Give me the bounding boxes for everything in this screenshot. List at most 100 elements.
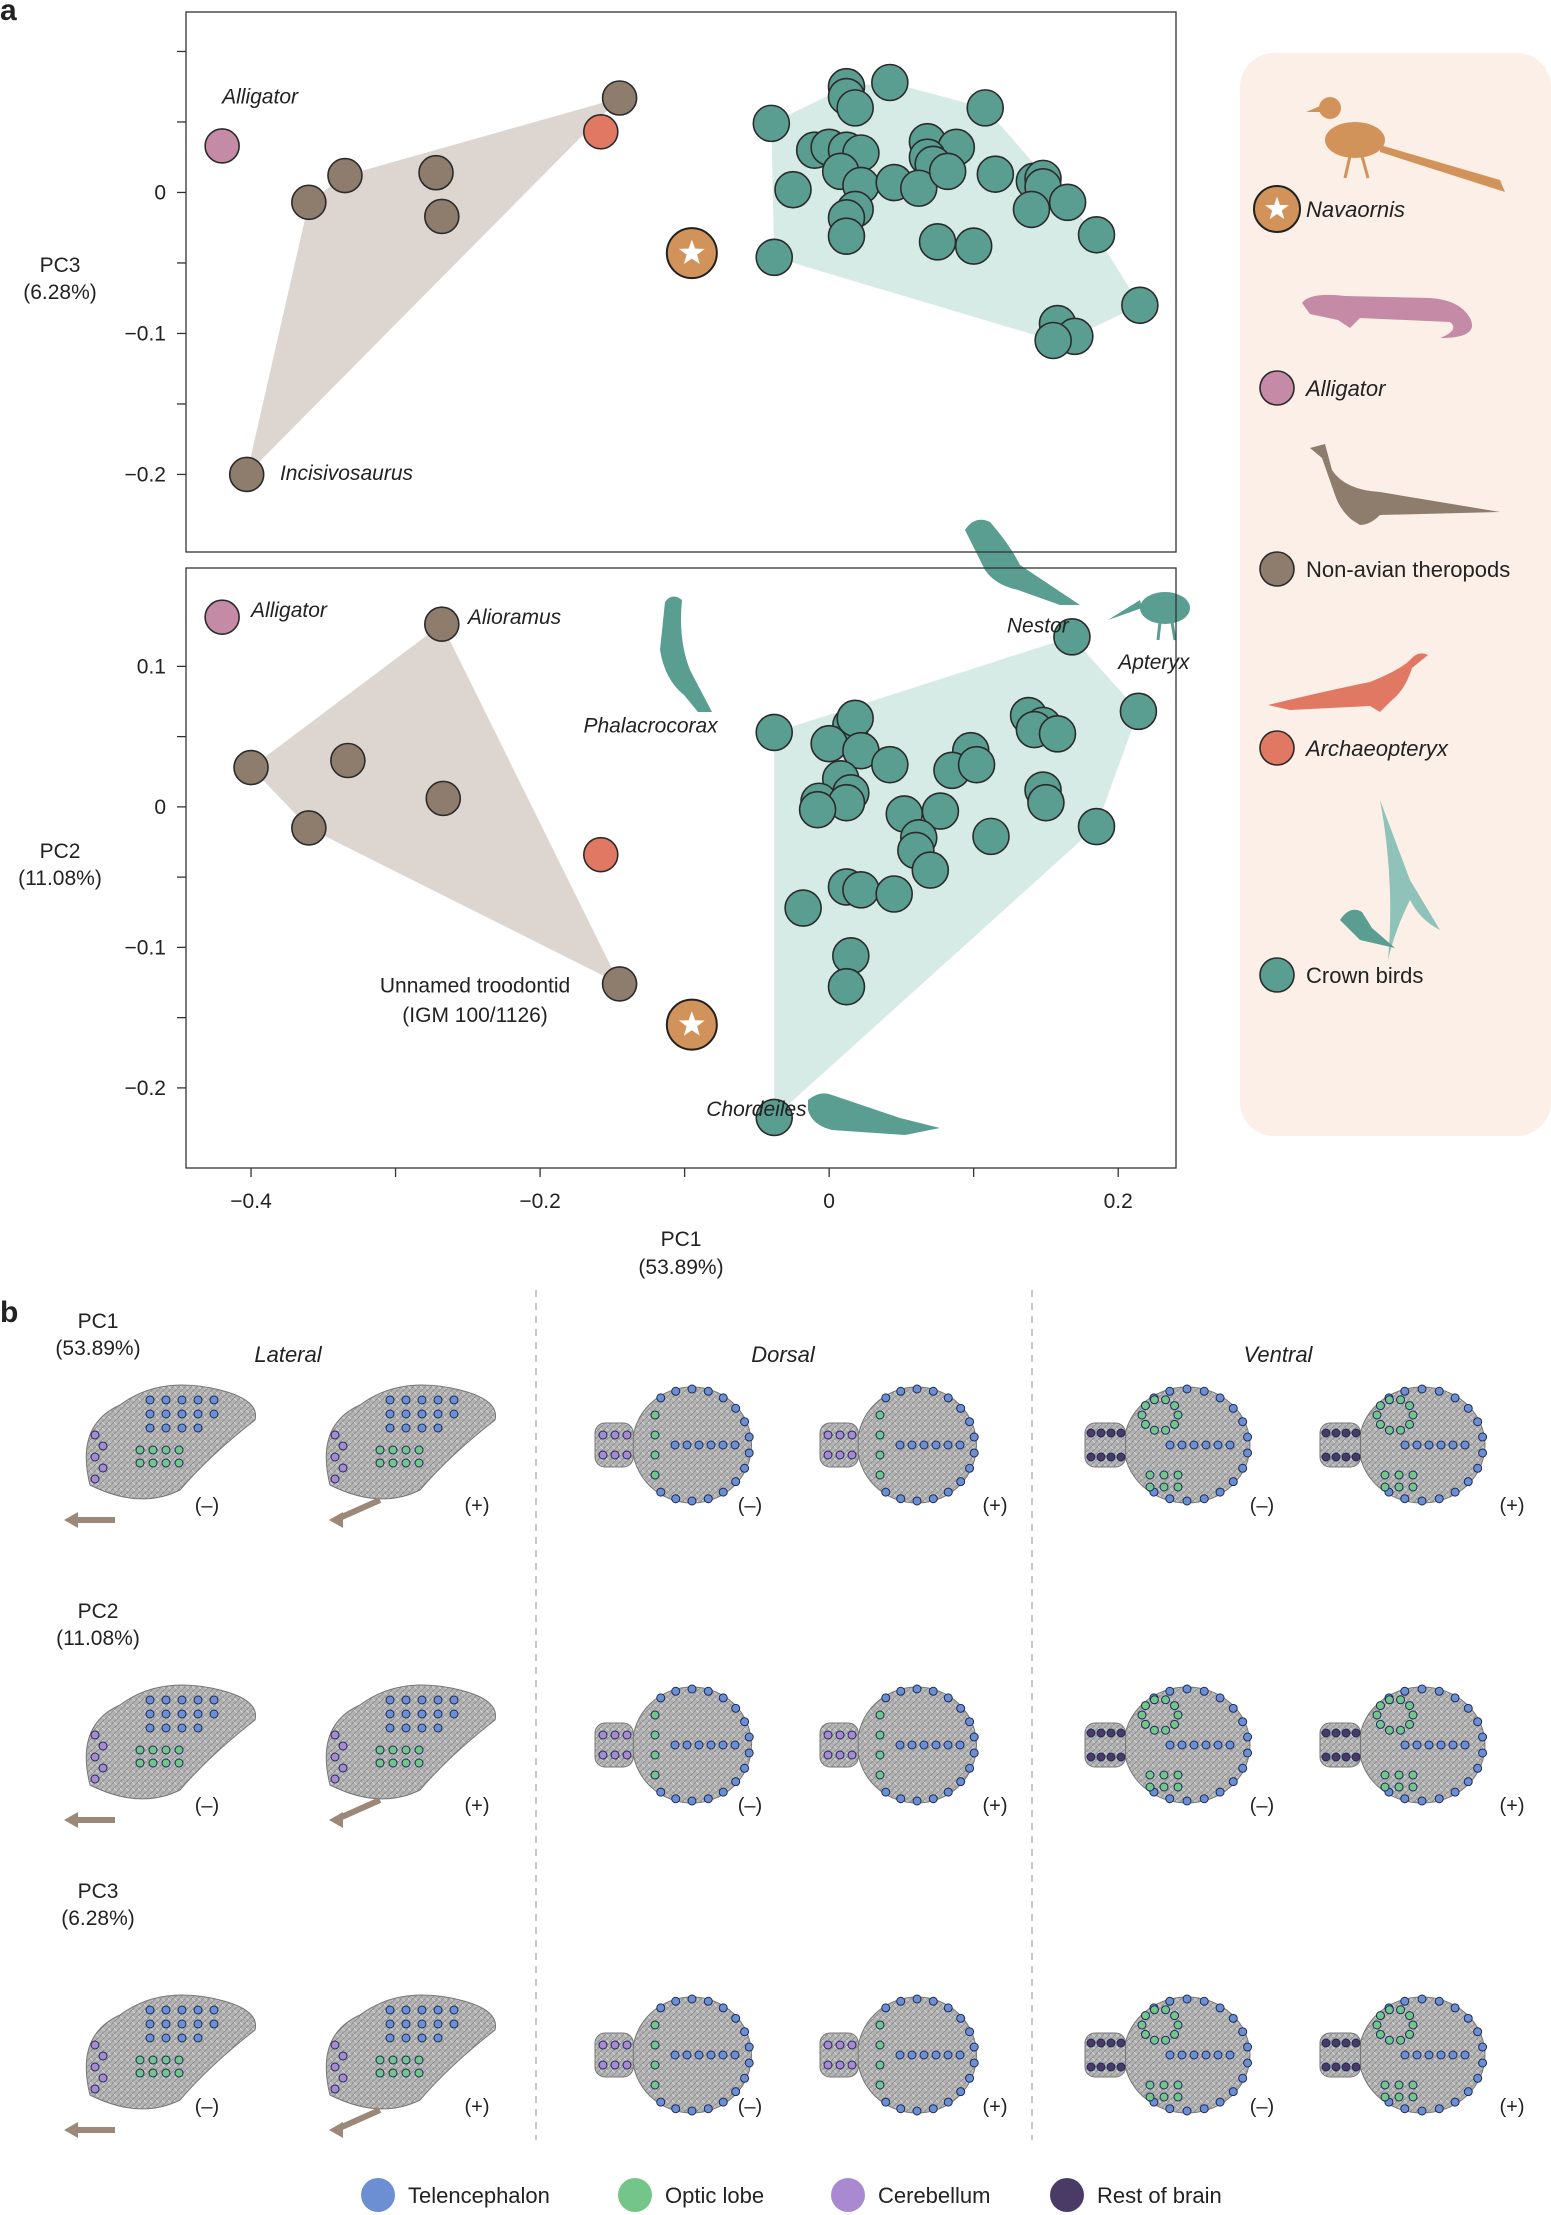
bird-point <box>1077 807 1116 846</box>
landmark-dot <box>718 1787 728 1797</box>
landmark-dot <box>875 1710 885 1720</box>
pc-sign-label: (+) <box>1500 1495 1525 1517</box>
landmark-dot <box>730 1740 740 1750</box>
landmark-dot <box>1243 1732 1253 1742</box>
landmark-dot <box>1243 1748 1253 1758</box>
landmark-dot <box>1140 2029 1150 2039</box>
landmark-dot <box>1096 2062 1106 2072</box>
bird-point <box>921 792 960 830</box>
plot-frame <box>185 11 1177 553</box>
landmark-dot <box>209 2005 219 2015</box>
landmark-dot <box>1448 1740 1458 1750</box>
region-legend-swatch <box>831 2178 865 2212</box>
landmark-dot <box>969 1432 979 1442</box>
landmark-dot <box>375 1745 385 1755</box>
landmark-dot <box>1463 1403 1473 1413</box>
landmark-dot <box>1199 1386 1209 1396</box>
landmark-dot <box>401 1695 411 1705</box>
landmark-dot <box>1463 2013 1473 2023</box>
landmark-dot <box>875 1450 885 1460</box>
landmark-dot <box>161 2055 171 2065</box>
landmark-dot <box>1417 1684 1427 1694</box>
x-tick-label: 0.2 <box>1104 1190 1133 1213</box>
landmark-dot <box>330 2084 340 2094</box>
landmark-dot <box>703 1794 713 1804</box>
legend-archaeopteryx-marker <box>1259 730 1295 766</box>
landmark-dot <box>1173 2020 1183 2030</box>
pc-row-percent: (11.08%) <box>56 1627 140 1650</box>
landmark-dot <box>1351 1452 1361 1462</box>
landmark-dot <box>740 1717 750 1727</box>
x-tick-label: 0 <box>823 1190 835 1213</box>
landmark-dot <box>896 2104 906 2114</box>
landmark-dot <box>1170 1701 1180 1711</box>
landmark-dot <box>401 2033 411 2043</box>
landmark-dot <box>1159 2092 1169 2102</box>
landmark-dot <box>449 1409 459 1419</box>
landmark-dot <box>847 1430 857 1440</box>
landmark-dot <box>338 2051 348 2061</box>
landmark-dot <box>177 1709 187 1719</box>
landmark-dot <box>896 1794 906 1804</box>
landmark-dot <box>875 1410 885 1420</box>
landmark-dot <box>1161 1695 1171 1705</box>
bird-point <box>1027 783 1065 822</box>
landmark-dot <box>1228 1403 1238 1413</box>
landmark-dot <box>135 2055 145 2065</box>
landmark-dot <box>417 1695 427 1705</box>
pc-sign-label: (–) <box>195 1495 219 1517</box>
landmark-dot <box>1331 2038 1341 2048</box>
landmark-dot <box>417 2005 427 2015</box>
landmark-dot <box>1463 1703 1473 1713</box>
landmark-dot <box>433 2019 443 2029</box>
theropod-hull <box>246 98 620 475</box>
landmark-dot <box>1149 1695 1159 1705</box>
theropod-point <box>330 742 366 779</box>
region-legend-swatch <box>361 2178 395 2212</box>
landmark-dot <box>718 1693 728 1703</box>
landmark-dot <box>718 2097 728 2107</box>
panel-label-b: b <box>0 1296 18 1329</box>
bird-point <box>1012 190 1051 229</box>
landmark-dot <box>650 1430 660 1440</box>
landmark-dot <box>881 2003 891 2013</box>
y-axis-title: PC3 (6.28%) <box>23 254 97 304</box>
landmark-dot <box>177 1723 187 1733</box>
pc-sign-label: (+) <box>1500 2096 1525 2118</box>
landmark-dot <box>330 1430 340 1440</box>
legend-label: Navaornis <box>1306 197 1405 222</box>
star-icon <box>1265 196 1289 220</box>
landmark-dot <box>401 1445 411 1455</box>
landmark-dot <box>209 1695 219 1705</box>
landmark-dot <box>1434 1686 1444 1696</box>
landmark-dot <box>1173 1770 1183 1780</box>
bird-point <box>1038 715 1077 753</box>
landmark-dot <box>687 2106 697 2116</box>
landmark-dot <box>650 2080 660 2090</box>
landmark-dot <box>161 2019 171 2029</box>
landmark-dot <box>694 1440 704 1450</box>
landmark-dot <box>177 1423 187 1433</box>
landmark-dot <box>1450 2097 1460 2107</box>
landmark-dot <box>401 2055 411 2065</box>
landmark-dot <box>1161 1425 1171 1435</box>
landmark-dot <box>740 1463 750 1473</box>
landmark-dot <box>1199 1686 1209 1696</box>
landmark-dot <box>90 2062 100 2072</box>
landmark-dot <box>965 1717 975 1727</box>
landmark-dot <box>148 2068 158 2078</box>
landmark-dot <box>1116 1728 1126 1738</box>
landmark-dot <box>417 1409 427 1419</box>
landmark-dot <box>1478 2058 1488 2068</box>
pc-sign-label: (–) <box>1250 2096 1274 2118</box>
landmark-dot <box>135 1445 145 1455</box>
taxon-label: (IGM 100/1126) <box>402 1004 548 1027</box>
pc-row-label: PC2 <box>78 1600 119 1623</box>
landmark-dot <box>1170 1719 1180 1729</box>
landmark-dot <box>135 1458 145 1468</box>
landmark-dot <box>414 1445 424 1455</box>
landmark-dot <box>417 1423 427 1433</box>
theropod-point <box>233 749 269 786</box>
landmark-dot <box>1351 2038 1361 2048</box>
landmark-dot <box>718 1393 728 1403</box>
